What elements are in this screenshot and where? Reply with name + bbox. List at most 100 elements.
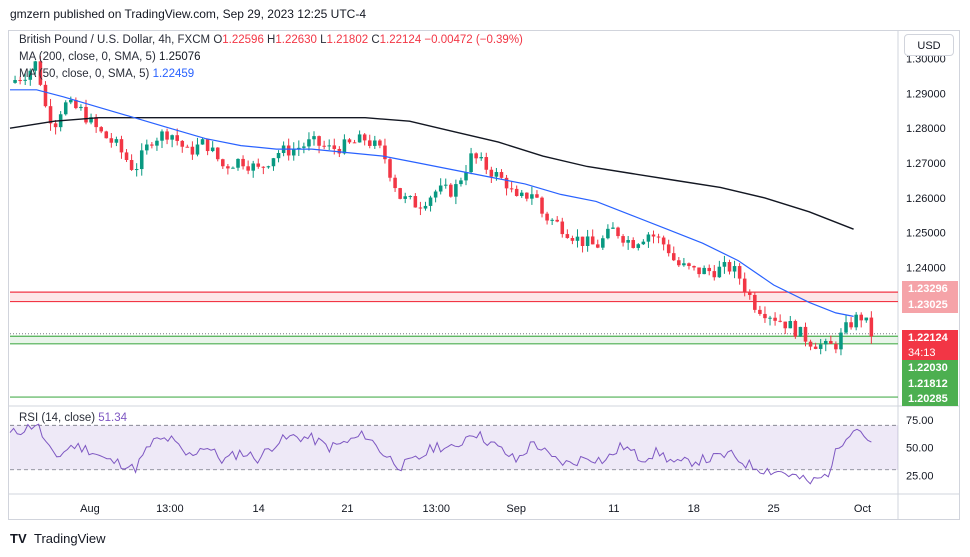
legend-symbol-row: British Pound / U.S. Dollar, 4h, FXCM O1… [19,34,523,46]
candle-body [869,317,874,337]
upper-zone-top-tag: 1.23296 [902,281,958,297]
candle-body [798,326,803,337]
candle-body [479,157,483,159]
candle-body [722,262,727,267]
rsi-tick-label: 75.00 [906,415,934,427]
candle-body [849,322,853,328]
footer-brand[interactable]: TV TradingView [10,531,106,551]
legend-ma200-row: MA (200, close, 0, SMA, 5) 1.25076 [19,51,201,63]
candle-body [383,145,387,160]
candle-body [94,117,98,128]
price-tick-label: 1.26000 [906,193,946,205]
candle-body [631,240,635,248]
candle-body [408,196,413,198]
candle-body [134,169,139,171]
candle-body [560,221,565,235]
candle-body [823,340,828,345]
candle-body [236,158,240,168]
candle-body [758,309,762,314]
candle-body [773,317,777,321]
currency-button[interactable]: USD [904,34,954,56]
upper-zone-bottom-tag: 1.23025 [902,297,958,313]
candle-body [251,163,255,171]
candle-body [697,267,701,275]
candle-body [565,234,570,239]
candle-body [545,213,549,221]
candle-body [317,136,321,146]
candle-body [677,260,681,266]
candle-body [150,144,154,146]
candle-body [555,219,559,222]
candle-body [808,341,813,347]
candle-body [322,145,326,147]
time-tick-label: 13:00 [156,503,184,515]
candle-body [747,291,752,295]
candle-body [170,135,174,140]
candle-body [33,61,38,71]
price-tick-label: 1.30000 [906,53,946,65]
candle-body [215,147,220,160]
ma50-line [10,89,854,317]
candle-body [43,84,48,107]
candle-body [854,314,858,328]
candle-body [818,344,823,349]
candle-body [205,139,210,152]
ma200-line [9,117,854,230]
countdown-tag: 34:13 [902,346,958,360]
candle-body [540,197,544,214]
candle-body [69,99,73,103]
candle-body [124,152,129,160]
candle-body [129,159,134,170]
legend-ma50: MA (50, close, 0, SMA, 5) [19,68,150,80]
time-tick-label: Aug [80,503,100,515]
candle-body [226,166,230,169]
candle-body [839,332,843,350]
price-tick-label: 1.25000 [906,228,946,240]
candle-body [342,139,347,154]
candle-body [403,196,407,199]
rsi-band [10,425,898,470]
candle-body [180,140,185,147]
legend-ma200: MA (200, close, 0, SMA, 5) [19,51,156,63]
candle-body [530,194,534,199]
candle-body [352,142,357,144]
candle-body [165,131,169,140]
time-tick-label: 13:00 [422,503,450,515]
candle-body [783,321,787,329]
candle-body [79,106,83,109]
chart-frame [8,30,960,520]
price-tick-label: 1.29000 [906,88,946,100]
candle-body [626,240,630,243]
candle-body [509,188,514,190]
candle-body [692,265,696,268]
candle-body [231,167,235,169]
candle-body [190,146,195,155]
rsi-line [9,423,872,485]
candle-body [737,266,742,279]
legend-l-label: L [320,34,327,46]
candle-body [241,158,245,167]
candle-body [859,314,863,321]
candle-body [514,188,519,196]
candle-body [474,153,478,159]
candle-body [104,131,109,139]
candle-body [671,253,676,261]
time-tick-label: Oct [854,503,871,515]
legend-o-label: O [213,34,223,46]
candle-body [109,138,114,143]
candle-body [413,196,418,208]
candle-body [261,166,266,168]
time-tick-label: 11 [608,503,619,515]
candle-body [742,278,747,292]
candle-body [864,317,869,321]
candle-body [621,236,625,243]
candle-body [423,205,428,209]
candle-body [160,131,164,141]
candle-body [535,194,539,198]
candle-body [499,172,504,178]
candle-body [286,145,291,156]
candle-body [312,136,316,140]
candle-body [585,236,590,246]
candle-body [13,80,17,83]
